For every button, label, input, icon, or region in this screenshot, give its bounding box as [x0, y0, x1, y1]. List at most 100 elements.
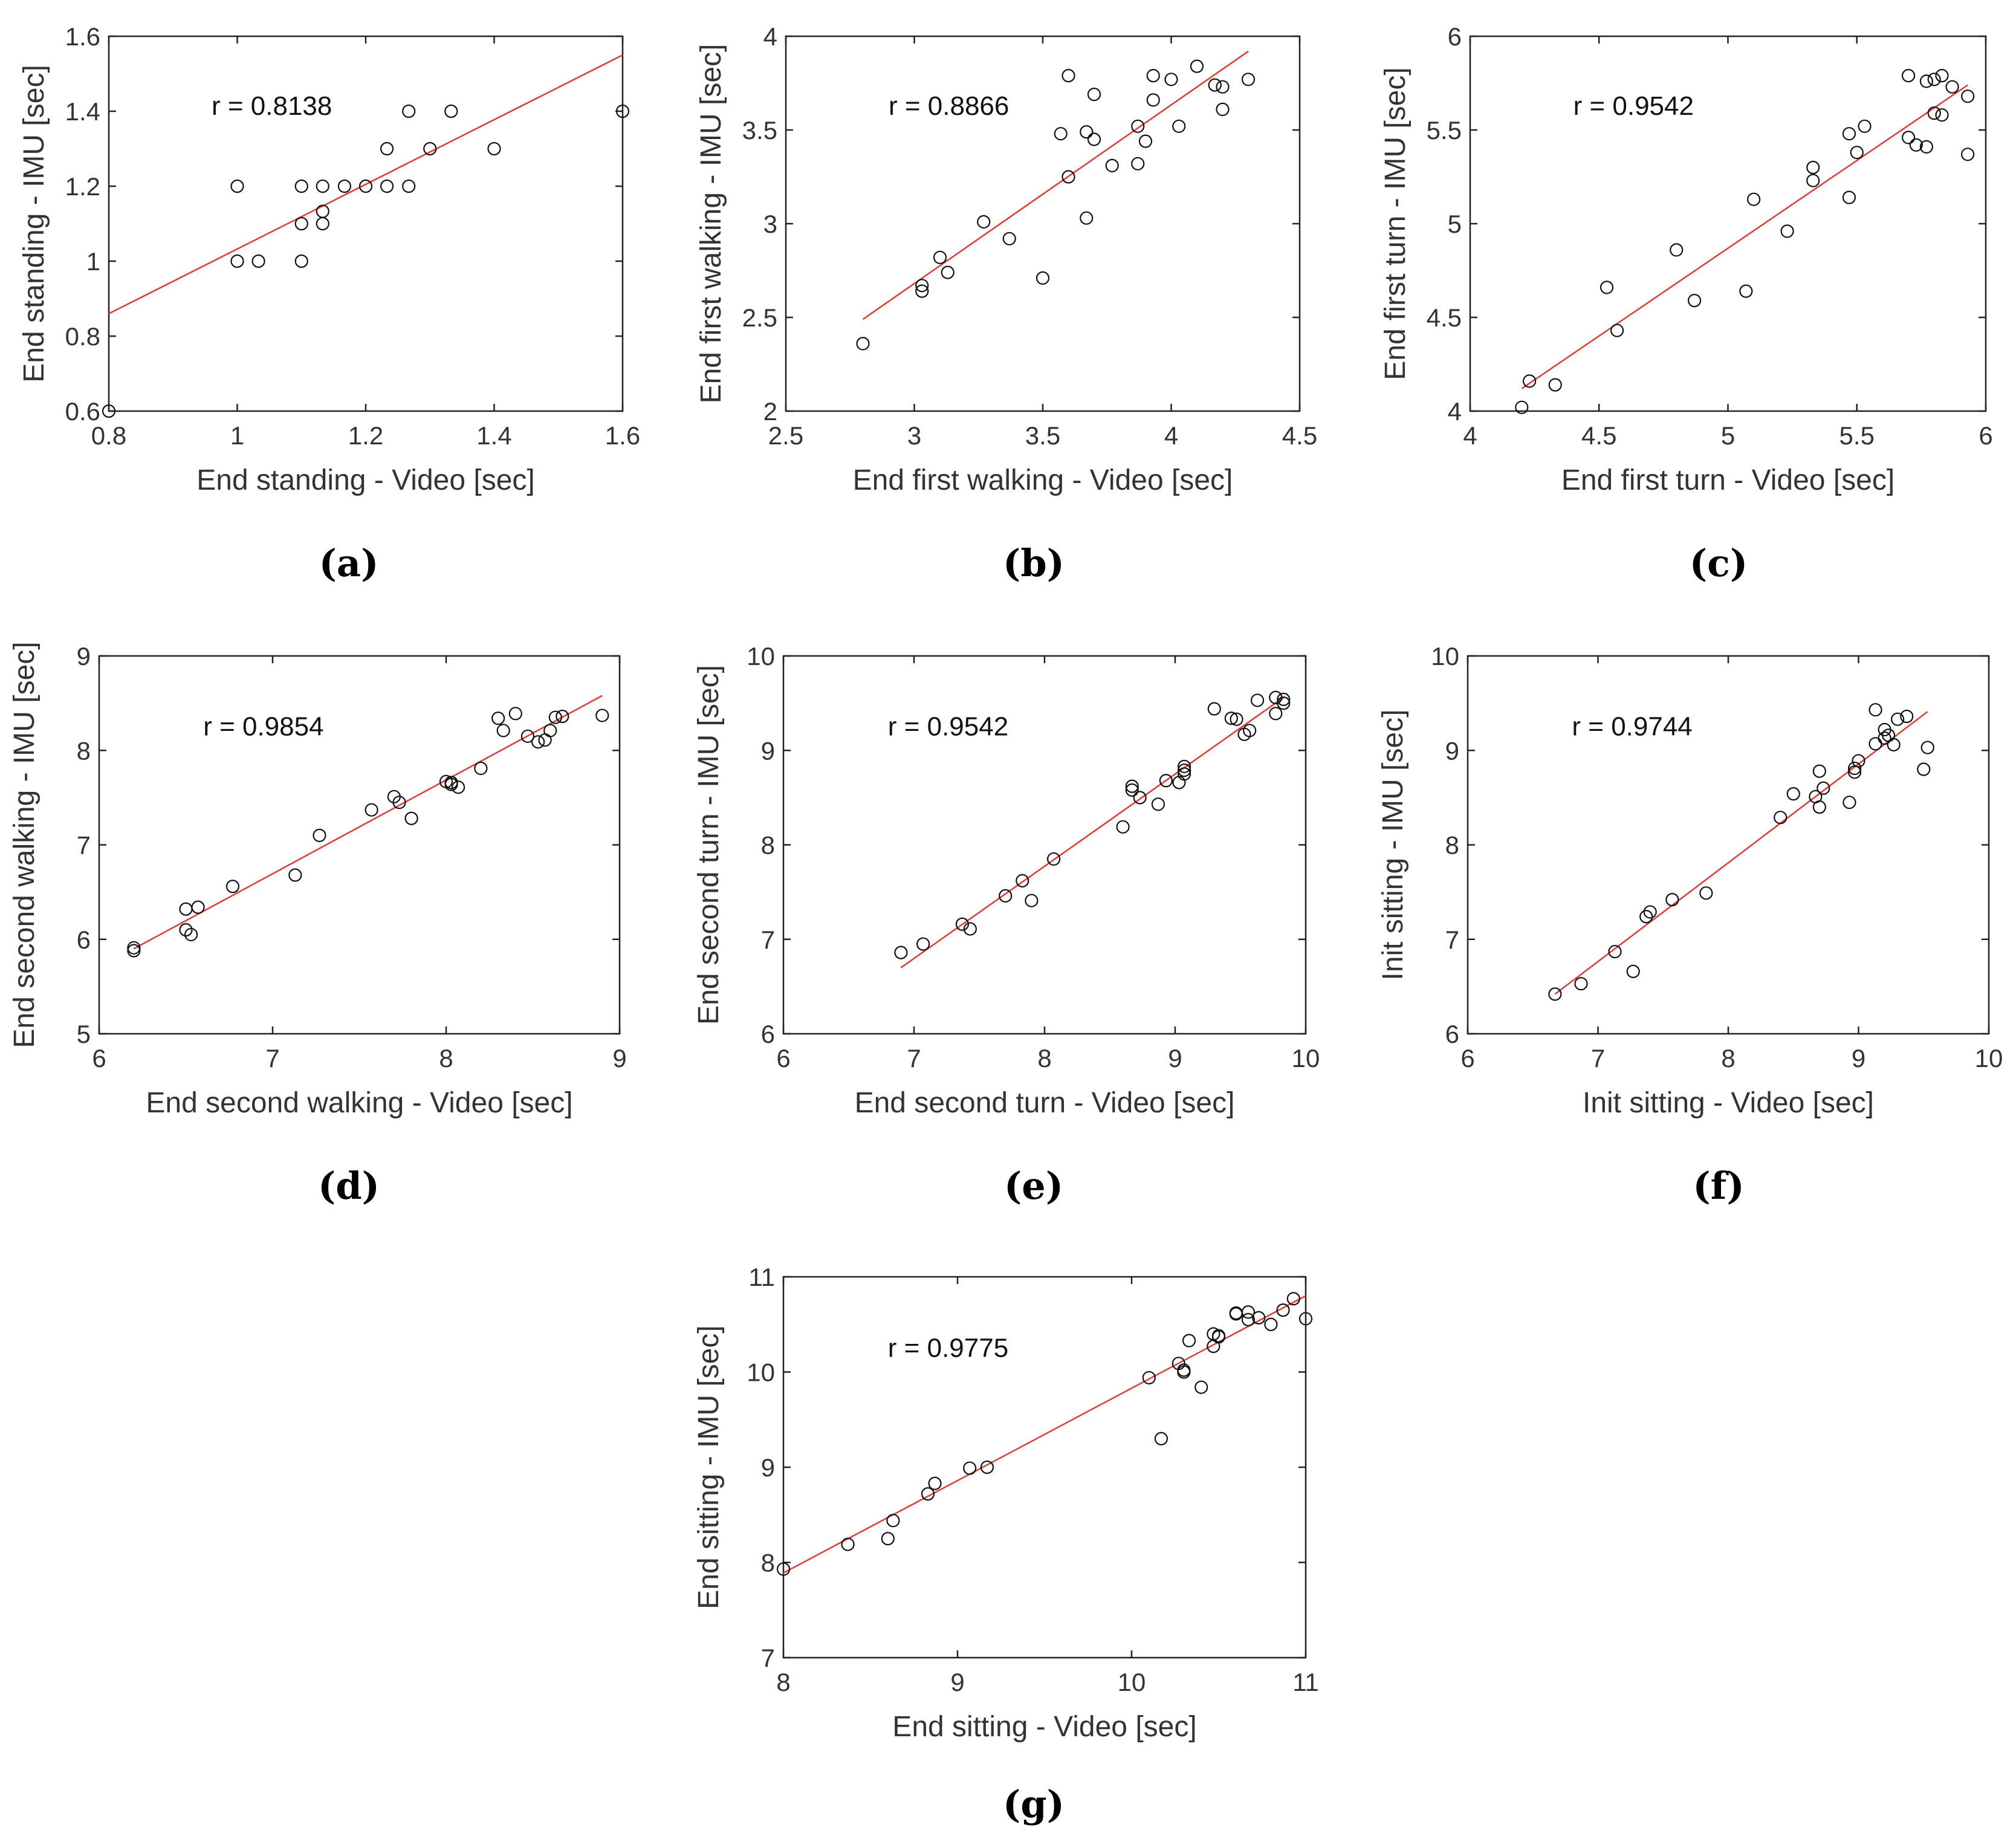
x-axis-label: End sitting - Video [sec] — [892, 1711, 1196, 1743]
data-point — [1131, 157, 1145, 170]
data-point — [1901, 131, 1916, 144]
y-tick-label: 5 — [1448, 210, 1462, 238]
chart-panel: 4 4.5 5 5.5 6 4 4.5 5 5.5 6 End first turn - Video… — [1379, 22, 1993, 496]
data-point — [928, 1476, 942, 1490]
y-tick-label: 4.5 — [1427, 303, 1462, 332]
x-tick-label: 2.5 — [768, 421, 803, 450]
data-point — [1241, 1312, 1256, 1326]
y-axis-label: End second walking - IMU [sec] — [8, 641, 41, 1048]
data-point — [1286, 1292, 1300, 1306]
chart-panel: 6 7 8 9 10 6 7 8 9 10 End second turn - Video [sec… — [693, 642, 1320, 1119]
y-tick-label: 0.6 — [65, 397, 100, 426]
correlation-annotation: r = 0.9854 — [203, 712, 323, 741]
data-point — [556, 709, 569, 724]
data-point — [1146, 93, 1160, 107]
data-point — [977, 215, 991, 229]
y-tick-label: 2 — [763, 397, 777, 426]
data-point — [1178, 763, 1191, 777]
x-tick-label: 1 — [230, 421, 244, 450]
x-tick-label: 6 — [1460, 1044, 1474, 1072]
data-point — [1945, 80, 1959, 94]
y-tick-label: 9 — [761, 1453, 775, 1482]
y-tick-label: 0.8 — [65, 322, 100, 351]
data-point — [1639, 910, 1653, 924]
data-point — [1847, 761, 1862, 776]
x-tick-label: 9 — [950, 1668, 964, 1696]
data-point — [915, 284, 929, 298]
data-point — [1608, 944, 1622, 959]
x-tick-label: 8 — [776, 1668, 790, 1696]
y-tick-label: 9 — [761, 736, 775, 765]
data-point — [316, 204, 329, 218]
data-point — [1146, 68, 1160, 83]
data-point — [1843, 796, 1856, 809]
data-point — [316, 179, 329, 193]
y-tick-label: 3.5 — [742, 116, 777, 144]
data-point — [1900, 709, 1914, 724]
data-point — [1207, 702, 1221, 716]
correlation-annotation: r = 0.8138 — [212, 91, 332, 121]
data-point — [1806, 160, 1820, 175]
data-point — [916, 937, 930, 951]
data-point — [474, 761, 488, 776]
chart-panel: 6 7 8 9 10 6 7 8 9 10 Init sitting - Video [sec] In… — [1377, 642, 2003, 1119]
data-point — [1276, 1303, 1290, 1317]
data-point — [1670, 243, 1684, 257]
data-point — [127, 941, 141, 955]
x-axis-label: Init sitting - Video [sec] — [1583, 1087, 1874, 1119]
y-tick-label: 4 — [1448, 397, 1462, 426]
data-point — [1216, 102, 1230, 116]
data-point — [184, 927, 198, 942]
data-point — [1154, 1432, 1168, 1445]
data-point — [225, 880, 240, 894]
data-point — [444, 104, 458, 118]
data-point — [1264, 1317, 1278, 1331]
x-tick-label: 8 — [1721, 1044, 1735, 1072]
data-point — [1919, 140, 1934, 154]
y-tick-label: 8 — [1445, 831, 1459, 860]
data-point — [955, 917, 970, 931]
data-point — [496, 724, 510, 738]
data-point — [1298, 1312, 1313, 1326]
y-tick-label: 7 — [761, 926, 775, 954]
data-point — [230, 254, 244, 268]
x-tick-label: 1.6 — [605, 421, 640, 450]
data-point — [1739, 284, 1753, 298]
correlation-annotation: r = 0.9744 — [1572, 712, 1692, 741]
data-point — [1208, 78, 1222, 92]
x-axis-label: End first turn - Video [sec] — [1561, 464, 1894, 496]
data-point — [1806, 174, 1820, 187]
data-point — [451, 780, 465, 794]
x-tick-label: 0.8 — [91, 421, 126, 450]
x-tick-label: 4.5 — [1581, 421, 1616, 450]
data-point — [1172, 119, 1186, 133]
data-point — [1917, 762, 1931, 776]
correlation-annotation: r = 0.9542 — [888, 712, 1008, 741]
data-point — [487, 141, 501, 156]
regression-line — [900, 696, 1285, 968]
x-tick-label: 9 — [1852, 1044, 1865, 1072]
data-point — [251, 254, 265, 268]
x-tick-label: 1.4 — [476, 421, 511, 450]
data-point — [1047, 852, 1061, 866]
data-point — [999, 889, 1013, 903]
data-point — [179, 923, 193, 937]
x-tick-label: 9 — [612, 1044, 626, 1072]
y-tick-label: 8 — [77, 736, 91, 765]
data-point — [1858, 119, 1872, 133]
x-tick-label: 1.2 — [348, 421, 383, 450]
y-axis-label: End standing - IMU [sec] — [18, 65, 50, 383]
data-point — [288, 868, 302, 882]
x-tick-label: 7 — [265, 1044, 279, 1072]
data-point — [615, 104, 630, 118]
data-point — [1182, 1334, 1196, 1348]
data-point — [531, 735, 545, 749]
y-tick-label: 6 — [1448, 22, 1462, 51]
regression-line — [1521, 84, 1968, 389]
data-point — [1061, 170, 1075, 184]
y-axis-label: End first turn - IMU [sec] — [1379, 67, 1412, 380]
